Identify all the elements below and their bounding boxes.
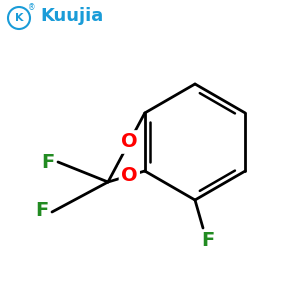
Text: F: F: [35, 200, 49, 220]
Text: F: F: [41, 152, 55, 172]
Text: ®: ®: [28, 4, 36, 13]
Text: K: K: [15, 13, 23, 23]
Text: F: F: [201, 230, 214, 250]
Text: O: O: [121, 166, 138, 185]
Text: Kuujia: Kuujia: [40, 7, 103, 25]
Text: O: O: [121, 133, 138, 152]
